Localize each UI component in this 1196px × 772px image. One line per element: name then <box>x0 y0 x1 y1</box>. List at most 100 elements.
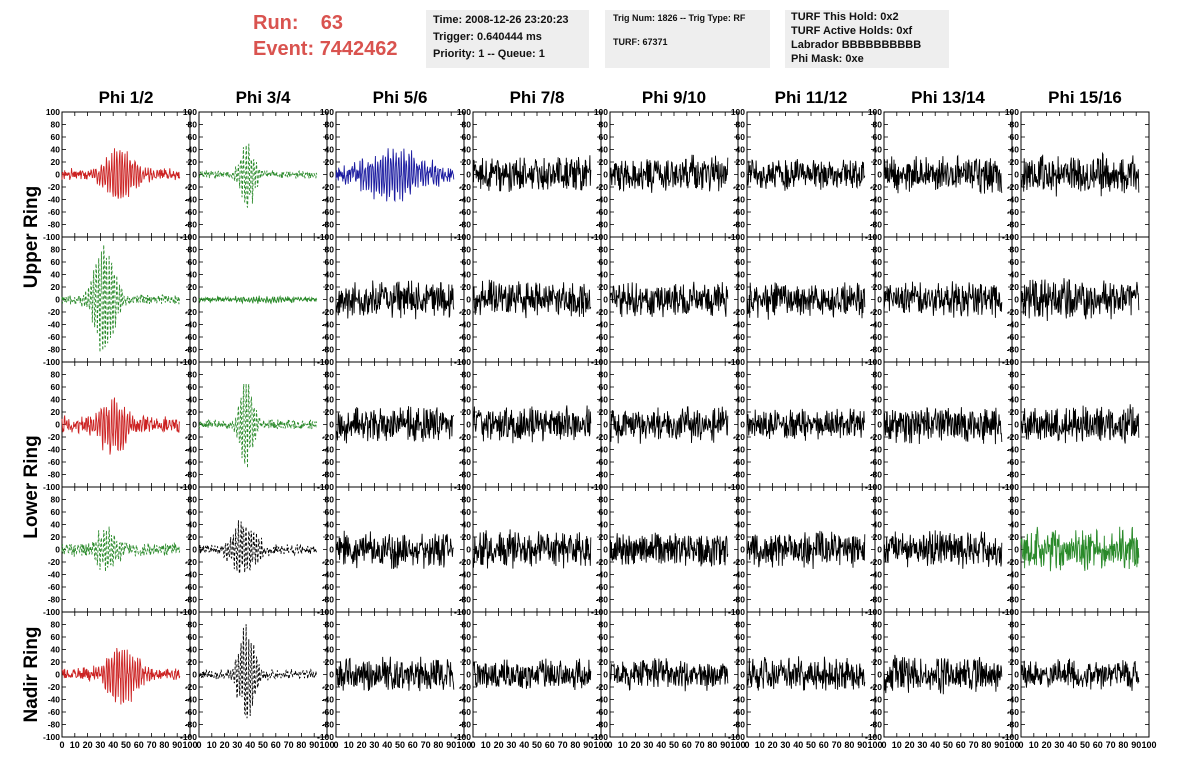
y-tick-label: 80 <box>188 120 198 130</box>
y-tick-label: 40 <box>462 395 472 405</box>
y-tick-label: -20 <box>596 432 609 442</box>
waveform-trace <box>883 530 1003 569</box>
y-tick-label: -20 <box>1007 682 1020 692</box>
y-tick-label: -100 <box>180 732 197 742</box>
y-tick-label: -40 <box>733 570 746 580</box>
y-tick-label: 80 <box>736 495 746 505</box>
x-tick-label: 20 <box>631 740 641 750</box>
x-tick-label: 40 <box>930 740 940 750</box>
x-tick-label: 20 <box>494 740 504 750</box>
y-tick-label: 60 <box>188 632 198 642</box>
y-tick-label: 100 <box>868 107 882 117</box>
y-tick-label: 60 <box>599 257 609 267</box>
y-tick-label: -80 <box>48 595 61 605</box>
y-tick-label: -100 <box>454 732 471 742</box>
x-tick-label: 0 <box>881 740 886 750</box>
y-tick-label: 40 <box>736 145 746 155</box>
y-tick-label: -40 <box>48 695 61 705</box>
y-tick-label: -60 <box>48 707 61 717</box>
y-tick-label: 100 <box>457 107 471 117</box>
y-tick-label: -60 <box>185 582 198 592</box>
x-tick-label: 60 <box>134 740 144 750</box>
x-tick-label: 0 <box>470 740 475 750</box>
x-tick-label: 80 <box>159 740 169 750</box>
panel-frame <box>472 111 602 238</box>
y-tick-label: -20 <box>870 557 883 567</box>
y-tick-label: -60 <box>322 707 335 717</box>
y-tick-label: -40 <box>596 320 609 330</box>
x-tick-label: 0 <box>333 740 338 750</box>
x-tick-label: 50 <box>532 740 542 750</box>
y-tick-label: -60 <box>733 207 746 217</box>
y-tick-label: -80 <box>733 220 746 230</box>
y-tick-label: 0 <box>740 670 745 680</box>
x-tick-label: 100 <box>456 740 471 750</box>
y-tick-label: -20 <box>459 682 472 692</box>
y-tick-label: 0 <box>329 420 334 430</box>
y-tick-label: -20 <box>185 307 198 317</box>
y-tick-label: 60 <box>736 632 746 642</box>
y-tick-label: 0 <box>466 170 471 180</box>
y-tick-label: -40 <box>870 320 883 330</box>
y-tick-label: 20 <box>325 532 335 542</box>
y-tick-label: 0 <box>1014 670 1019 680</box>
y-tick-label: 80 <box>873 245 883 255</box>
y-tick-label: 80 <box>188 495 198 505</box>
y-tick-label: 40 <box>1010 645 1020 655</box>
waveform-trace <box>198 520 318 574</box>
y-tick-label: 0 <box>192 420 197 430</box>
waveform-trace <box>335 656 455 692</box>
y-tick-label: 20 <box>51 407 61 417</box>
y-tick-label: 100 <box>46 107 60 117</box>
y-tick-label: -100 <box>43 357 60 367</box>
y-tick-label: -80 <box>459 595 472 605</box>
y-tick-label: 0 <box>877 170 882 180</box>
column-title: Phi 1/2 <box>99 88 154 107</box>
y-tick-label: -40 <box>596 195 609 205</box>
y-tick-label: 20 <box>599 532 609 542</box>
y-tick-label: -100 <box>317 732 334 742</box>
x-tick-label: 70 <box>284 740 294 750</box>
y-tick-label: 0 <box>55 670 60 680</box>
x-tick-label: 70 <box>147 740 157 750</box>
waveform-trace <box>609 406 729 444</box>
y-tick-label: -80 <box>733 720 746 730</box>
y-tick-label: 20 <box>462 532 472 542</box>
y-tick-label: -40 <box>322 570 335 580</box>
ring-label: Upper Ring <box>21 186 42 288</box>
y-tick-label: 20 <box>188 532 198 542</box>
y-tick-label: -40 <box>1007 320 1020 330</box>
x-tick-label: 0 <box>196 740 201 750</box>
y-tick-label: 40 <box>1010 270 1020 280</box>
y-tick-label: -60 <box>322 332 335 342</box>
y-tick-label: 60 <box>873 632 883 642</box>
x-tick-label: 100 <box>867 740 882 750</box>
y-tick-label: 60 <box>325 632 335 642</box>
x-tick-label: 60 <box>682 740 692 750</box>
x-tick-label: 10 <box>344 740 354 750</box>
waveform-trace <box>609 281 729 318</box>
y-tick-label: -80 <box>1007 720 1020 730</box>
y-tick-label: 60 <box>188 382 198 392</box>
y-tick-label: 80 <box>51 245 61 255</box>
y-tick-label: -100 <box>591 732 608 742</box>
y-tick-label: 20 <box>736 532 746 542</box>
y-tick-label: -80 <box>733 345 746 355</box>
y-tick-label: -60 <box>870 332 883 342</box>
y-tick-label: 0 <box>329 295 334 305</box>
waveform-trace <box>883 281 1003 318</box>
y-tick-label: -40 <box>870 195 883 205</box>
y-tick-label: 0 <box>877 545 882 555</box>
waveform-trace <box>335 406 455 444</box>
